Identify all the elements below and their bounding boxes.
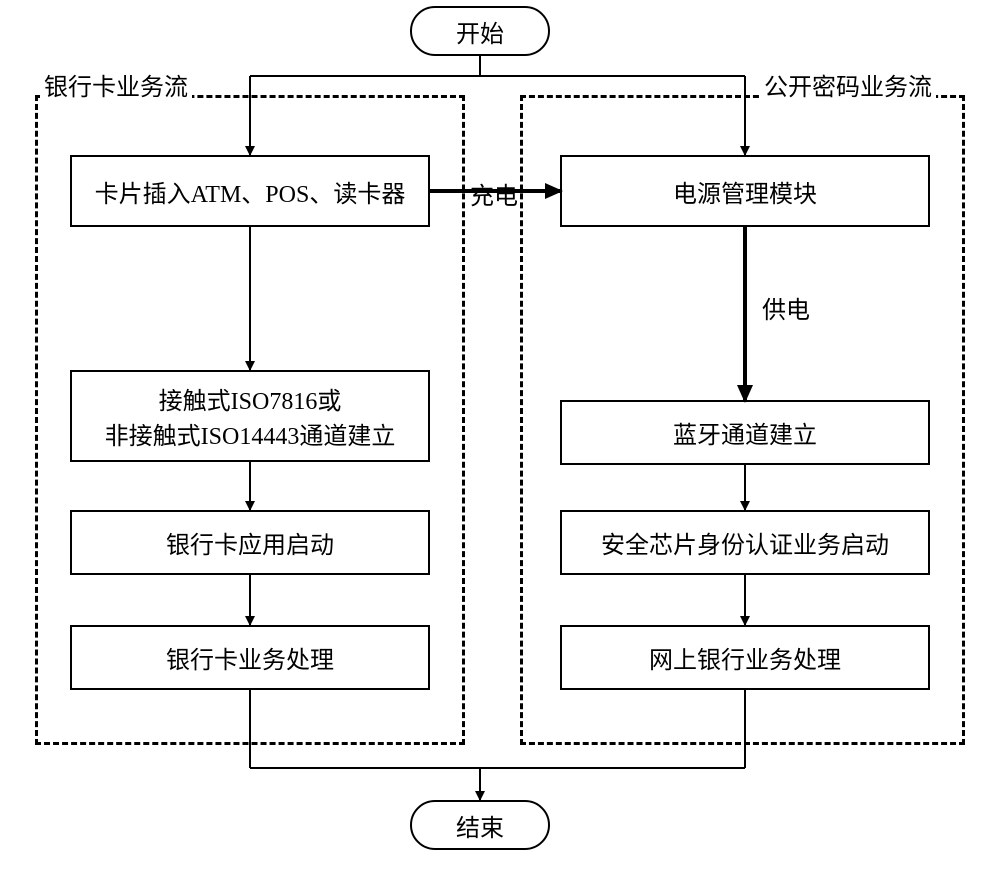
node-iso-channel: 接触式ISO7816或非接触式ISO14443通道建立 bbox=[70, 370, 430, 462]
terminal-end-label: 结束 bbox=[456, 808, 504, 843]
node-label: 银行卡应用启动 bbox=[166, 525, 334, 560]
node-label: 卡片插入ATM、POS、读卡器 bbox=[95, 174, 406, 209]
node-online-banking: 网上银行业务处理 bbox=[560, 625, 930, 690]
node-label: 银行卡业务处理 bbox=[166, 640, 334, 675]
node-secure-chip-auth: 安全芯片身份认证业务启动 bbox=[560, 510, 930, 575]
edge-label-power: 供电 bbox=[760, 290, 812, 325]
terminal-start-label: 开始 bbox=[456, 14, 504, 49]
node-bluetooth: 蓝牙通道建立 bbox=[560, 400, 930, 465]
group-bankcard-label: 银行卡业务流 bbox=[40, 67, 192, 102]
node-label: 电源管理模块 bbox=[673, 174, 817, 209]
node-label: 安全芯片身份认证业务启动 bbox=[601, 525, 889, 560]
node-card-insert: 卡片插入ATM、POS、读卡器 bbox=[70, 155, 430, 227]
node-label: 接触式ISO7816或非接触式ISO14443通道建立 bbox=[105, 381, 396, 451]
edge-label-charge: 充电 bbox=[468, 176, 520, 211]
terminal-start: 开始 bbox=[410, 6, 550, 56]
node-power-mgmt: 电源管理模块 bbox=[560, 155, 930, 227]
terminal-end: 结束 bbox=[410, 800, 550, 850]
node-label: 网上银行业务处理 bbox=[649, 640, 841, 675]
group-publickey-label: 公开密码业务流 bbox=[760, 67, 936, 102]
node-bankcard-app: 银行卡应用启动 bbox=[70, 510, 430, 575]
flowchart-canvas: 银行卡业务流 公开密码业务流 开始 结束 卡片插入ATM、POS、读卡器 接触式… bbox=[0, 0, 1000, 876]
node-label: 蓝牙通道建立 bbox=[673, 415, 817, 450]
node-bankcard-process: 银行卡业务处理 bbox=[70, 625, 430, 690]
